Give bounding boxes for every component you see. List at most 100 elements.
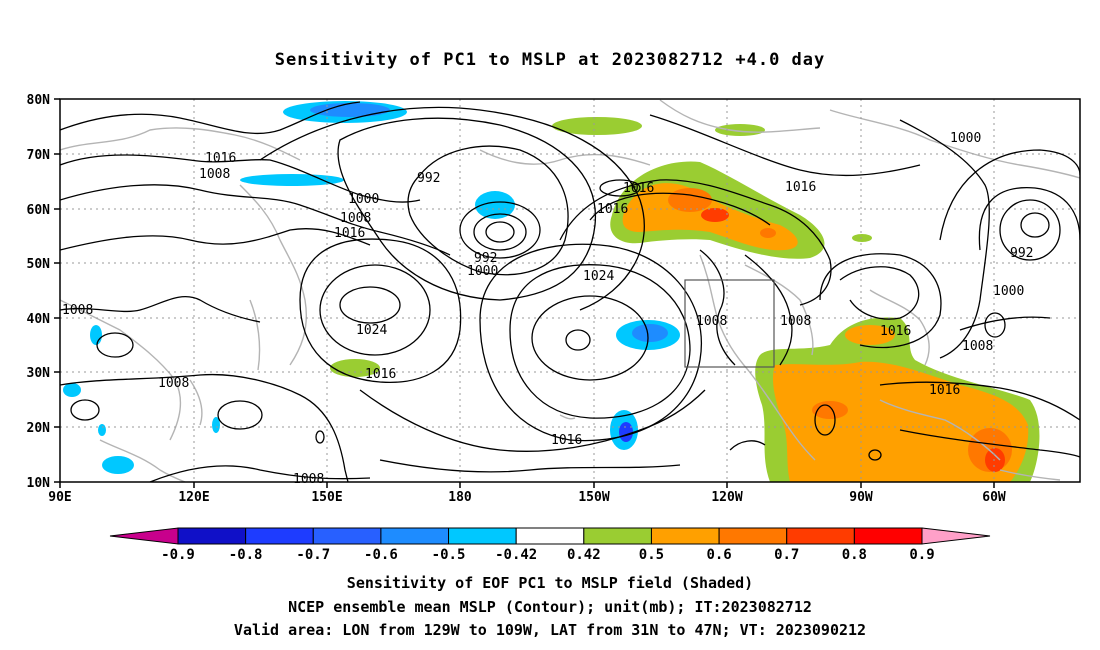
colorbar: -0.9 -0.8 -0.7 -0.6 -0.5 -0.42 0.42 0.5 0.6 0.7 0.… (109, 527, 991, 563)
neg-area (619, 422, 633, 442)
lat-labels: 80N 70N 60N 50N 40N 30N 20N 10N (27, 93, 51, 491)
pos-area (760, 228, 776, 238)
contour-label: 1016 (205, 151, 236, 166)
colorbar-box (853, 527, 923, 545)
contour-label: 1016 (597, 202, 628, 217)
contour-line (60, 228, 371, 251)
colorbar-box (380, 527, 450, 545)
lon-tick-label: 150E (311, 490, 342, 505)
contour-line (899, 119, 990, 359)
contour-label: 1008 (696, 314, 727, 329)
colorbar-arrow-right (921, 527, 991, 545)
contour-line (337, 117, 597, 301)
contour-label: 1000 (467, 264, 498, 279)
pos-area (852, 234, 872, 242)
pos-area (845, 325, 895, 345)
valid-area-box (684, 279, 775, 368)
lon-tick-label: 120E (178, 490, 209, 505)
contour-line (814, 404, 836, 436)
pos-area (668, 188, 712, 212)
contour-line (729, 440, 766, 451)
contour-line (259, 106, 645, 311)
contour-line (868, 449, 882, 461)
contour-line (959, 316, 1051, 331)
colorbar-label: 0.5 (639, 547, 664, 563)
coastlines (60, 99, 1080, 482)
colorbar-arrow-left (109, 527, 179, 545)
lat-tick-label: 40N (27, 312, 51, 327)
contour-line (899, 429, 1080, 458)
contour-line (879, 381, 1080, 421)
contour-line (649, 114, 921, 177)
colorbar-label: 0.7 (774, 547, 799, 563)
contour-line (485, 221, 515, 243)
contour-line (96, 332, 134, 358)
contour-label: 1008 (340, 211, 371, 226)
axis-ticks (54, 98, 995, 488)
pos-area (701, 208, 729, 222)
contour-line (149, 465, 371, 482)
neg-area (632, 324, 668, 342)
colorbar-box (312, 527, 382, 545)
contour-line (939, 149, 1080, 241)
neg-area (475, 191, 515, 219)
contour-line (509, 264, 691, 419)
contour-line (699, 249, 736, 366)
contour-label: 1008 (293, 472, 324, 487)
lon-labels: 90E 120E 150E 180 150W 120W 90W 60W (48, 490, 1006, 505)
contour-line (978, 186, 1080, 251)
contour-line (60, 373, 349, 482)
pos-area (715, 124, 765, 136)
neg-area (98, 424, 106, 436)
contour-line (60, 184, 451, 256)
lat-tick-label: 10N (27, 476, 51, 491)
contour-line (217, 400, 263, 430)
contour-line (319, 264, 431, 356)
contour-label: 1024 (583, 269, 614, 284)
contour-label: 1008 (199, 167, 230, 182)
contour-line (479, 243, 702, 442)
lon-tick-label: 180 (448, 490, 472, 505)
lat-tick-label: 60N (27, 203, 51, 218)
contour-label: 1016 (880, 324, 911, 339)
neg-area (63, 383, 81, 397)
colorbar-label: -0.5 (432, 547, 466, 563)
contour-label: 1016 (785, 180, 816, 195)
contour-line (407, 145, 569, 276)
contour-line (589, 192, 771, 226)
pos-area (985, 448, 1005, 472)
colorbar-box (650, 527, 720, 545)
colorbar-label: 0.42 (567, 547, 601, 563)
contour-line (473, 213, 527, 251)
contour-label: 992 (417, 171, 440, 186)
lon-tick-label: 150W (578, 490, 609, 505)
contour-line (819, 253, 942, 349)
contour-line (339, 286, 401, 324)
colorbar-box (718, 527, 788, 545)
neg-area (310, 103, 390, 117)
contour-label: 1008 (962, 339, 993, 354)
lat-tick-label: 30N (27, 366, 51, 381)
chart-title: Sensitivity of PC1 to MSLP at 2023082712… (274, 50, 826, 70)
contour-line (565, 329, 591, 351)
neg-area (90, 325, 102, 345)
pos-area (772, 361, 1029, 482)
contour-line (984, 312, 1006, 338)
lat-tick-label: 20N (27, 421, 51, 436)
neg-area (240, 174, 344, 186)
lon-tick-label: 120W (711, 490, 742, 505)
colorbar-box (177, 527, 247, 545)
contour-line (1020, 212, 1050, 238)
contour-line (60, 296, 261, 323)
colorbar-box (515, 527, 585, 545)
contour-line (60, 154, 421, 203)
caption-line-2: NCEP ensemble mean MSLP (Contour); unit(… (288, 598, 812, 616)
contour-label: 1016 (929, 383, 960, 398)
lon-tick-label: 90W (849, 490, 873, 505)
contour-line (70, 399, 100, 421)
contour-line (60, 101, 361, 135)
contour-line (599, 179, 641, 197)
lat-tick-label: 80N (27, 93, 51, 108)
lon-tick-label: 90E (48, 490, 71, 505)
